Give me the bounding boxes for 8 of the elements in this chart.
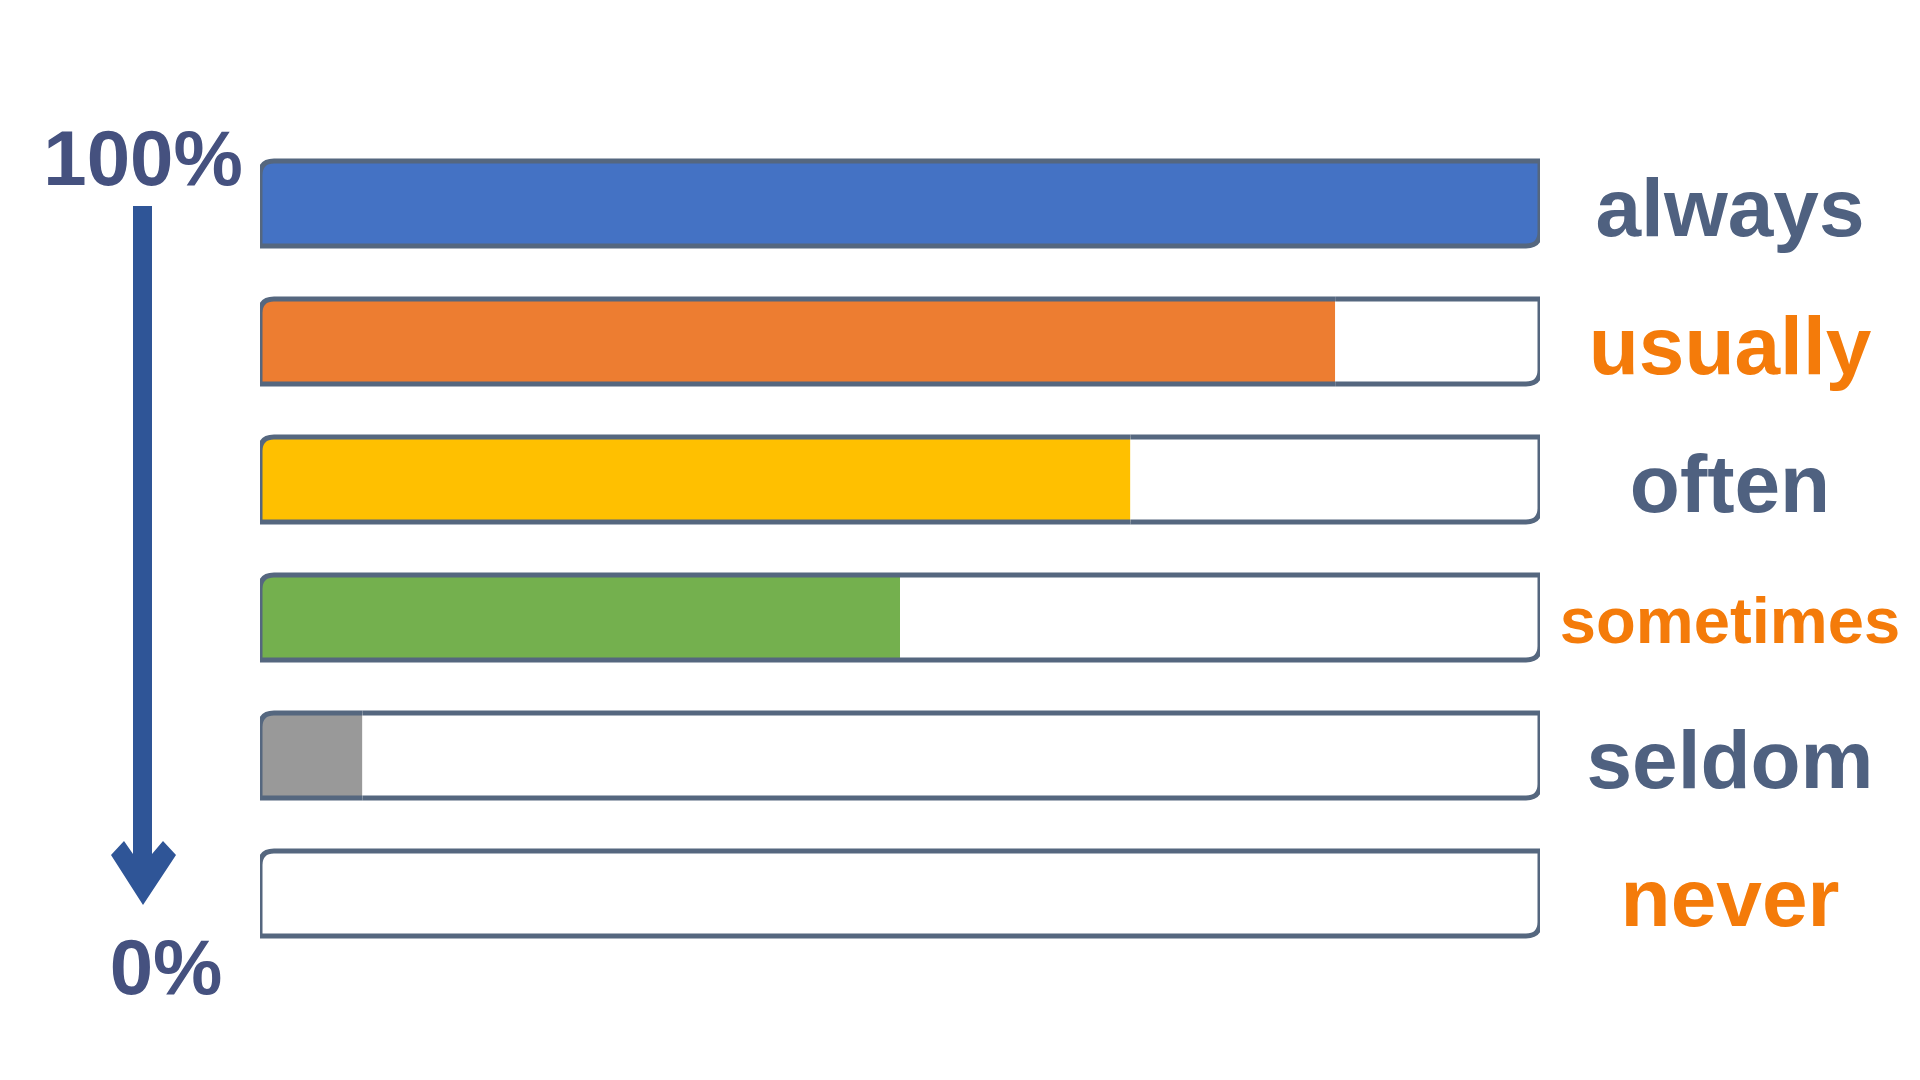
text: 100% bbox=[43, 114, 243, 202]
text: 0% bbox=[109, 923, 223, 1011]
y-tick-label: seldom bbox=[1586, 713, 1874, 805]
y-tick-label: usually bbox=[1588, 299, 1872, 391]
y-tick-label: sometimes bbox=[1559, 584, 1901, 658]
y-tick-label: never bbox=[1620, 851, 1840, 943]
y-tick-label: often bbox=[1629, 437, 1831, 529]
y-tick-label: always bbox=[1595, 161, 1865, 253]
